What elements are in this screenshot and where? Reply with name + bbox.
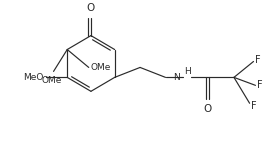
- Text: F: F: [251, 101, 256, 111]
- Text: OMe: OMe: [91, 63, 111, 72]
- Text: H: H: [184, 67, 191, 76]
- Text: F: F: [255, 55, 261, 65]
- Text: F: F: [257, 80, 263, 90]
- Text: N: N: [173, 73, 180, 82]
- Text: MeO: MeO: [23, 73, 44, 82]
- Text: O: O: [203, 104, 212, 114]
- Text: OMe: OMe: [41, 76, 62, 85]
- Text: O: O: [87, 3, 95, 13]
